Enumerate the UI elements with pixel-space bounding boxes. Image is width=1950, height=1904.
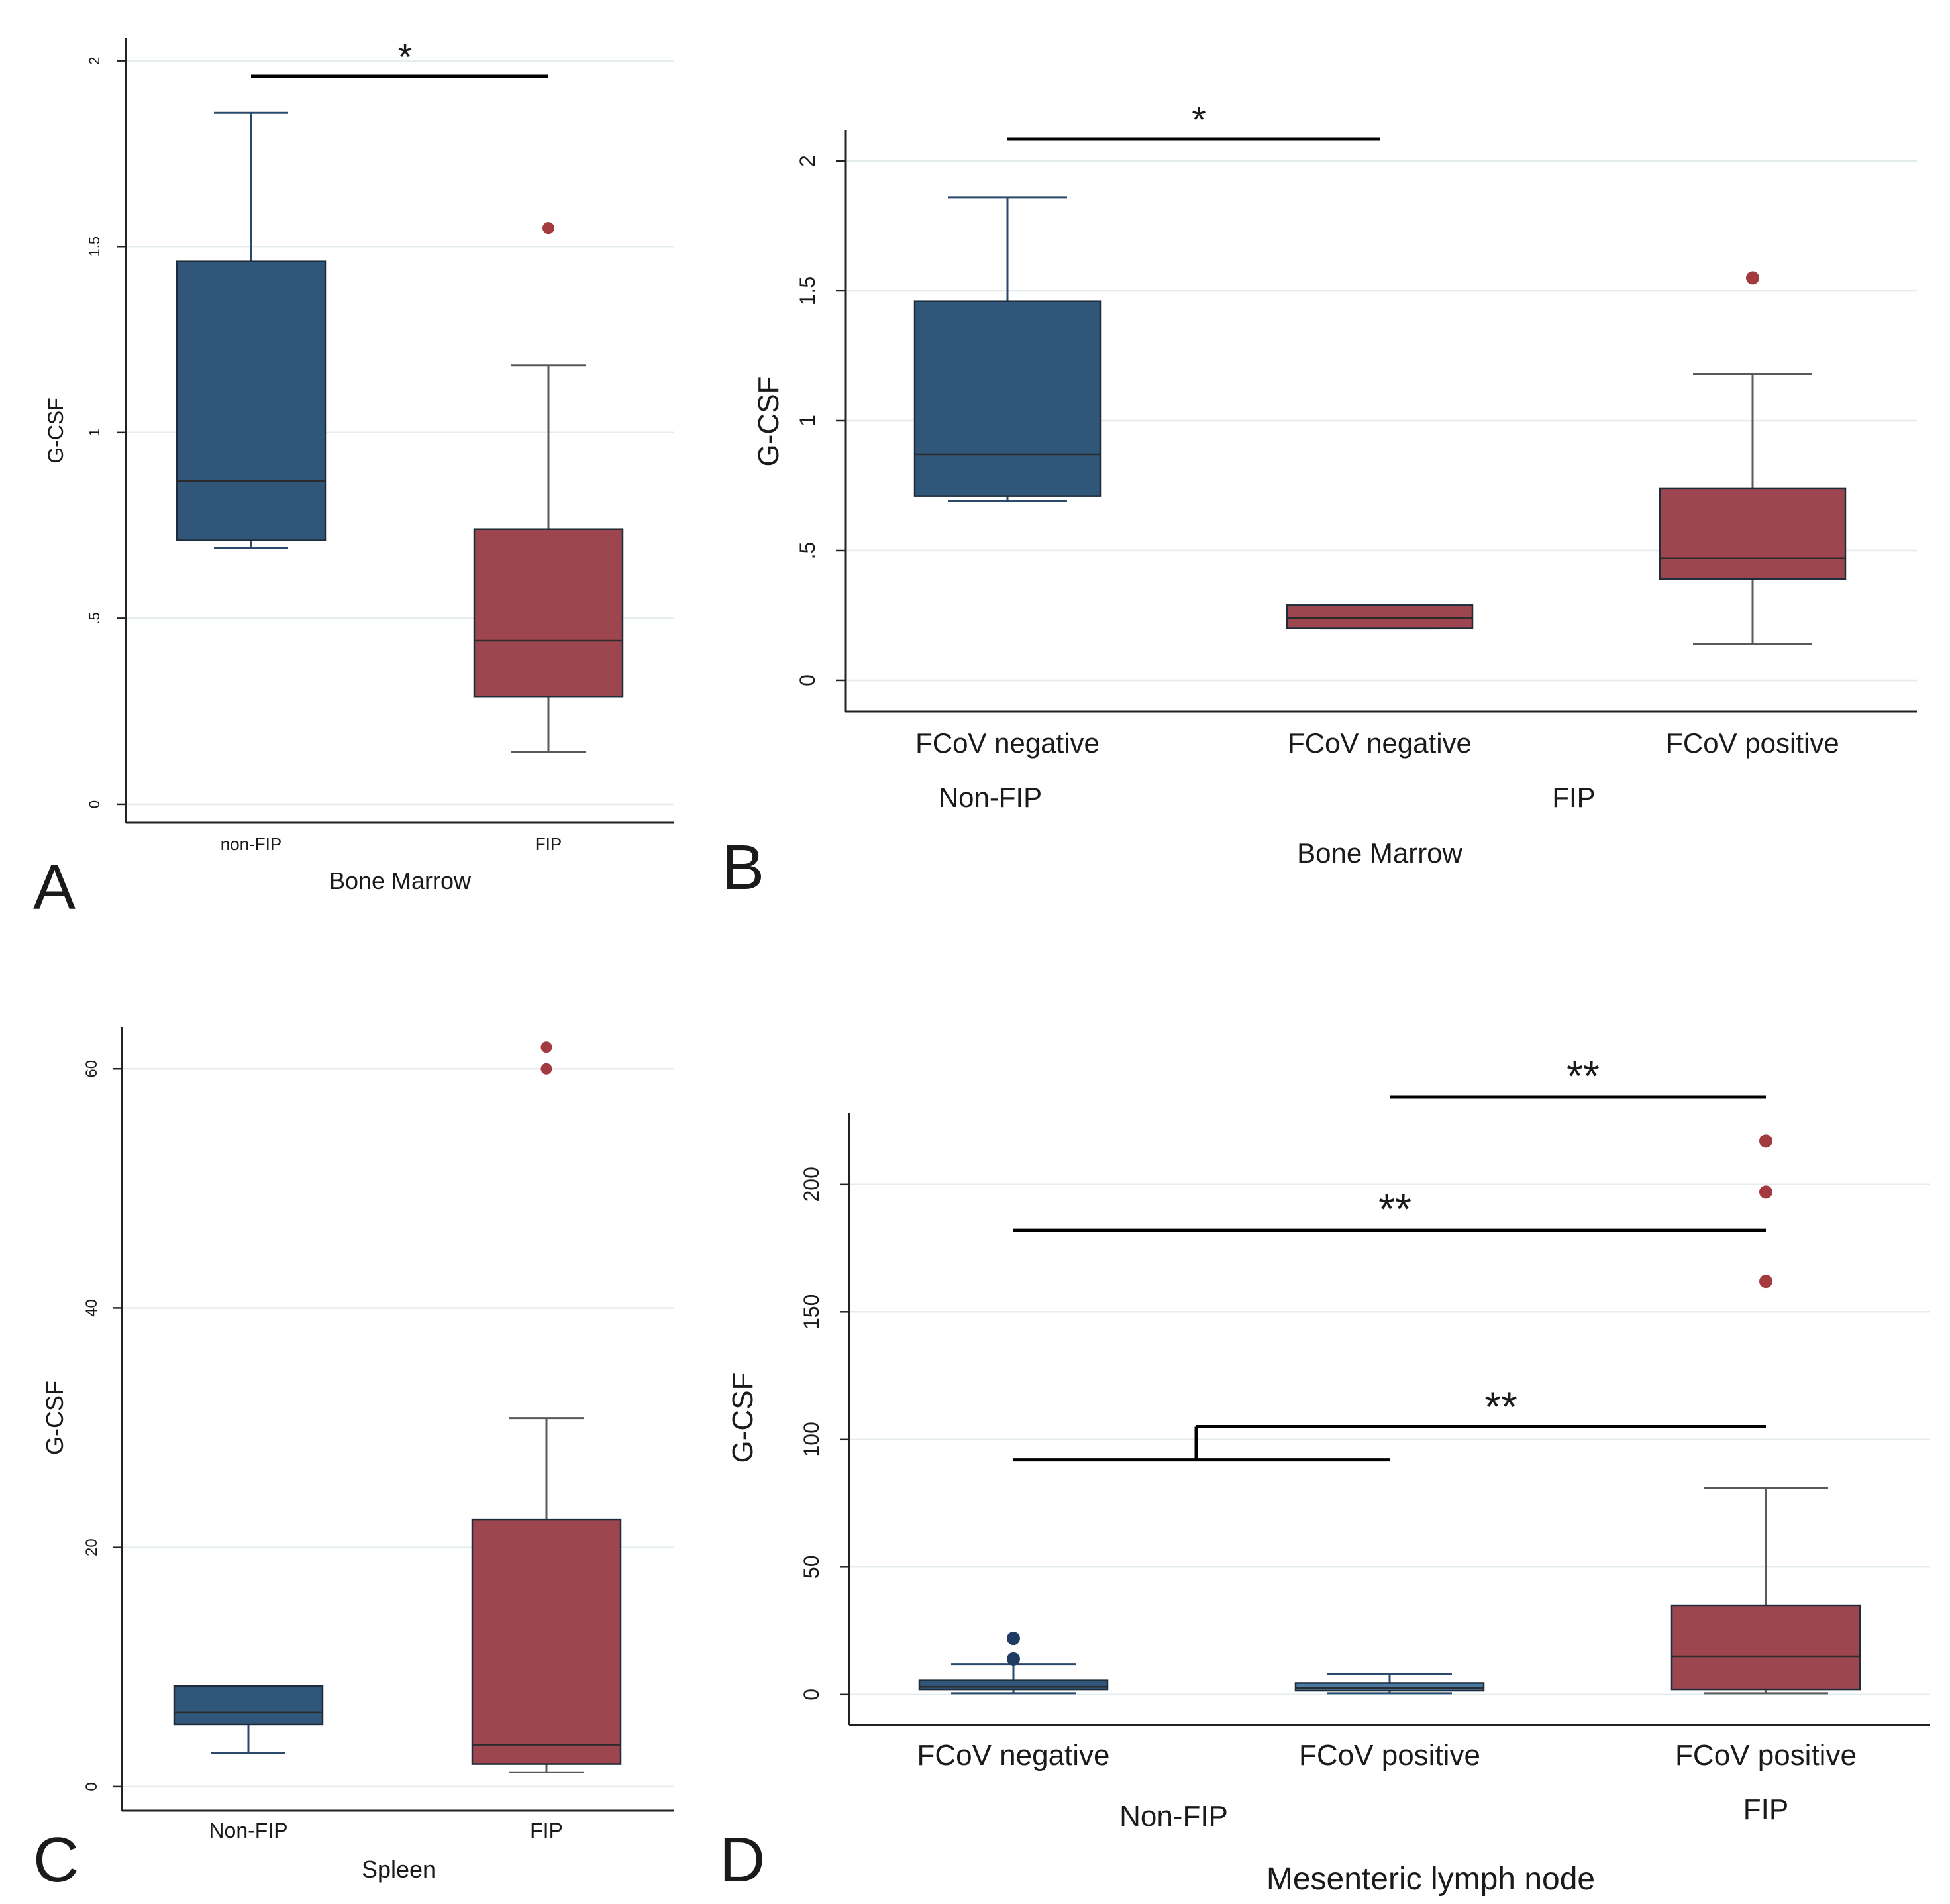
panel-letters: A B C D [33,832,765,1895]
panel-b-box [913,300,1102,497]
panel-b-y-tick-label: 0 [795,674,819,686]
panel-d-y-tick-label: 150 [799,1295,823,1330]
panel-d-significance-label: ** [1566,1052,1600,1100]
panel-d-y-tick-label: 100 [799,1422,823,1457]
panel-b-y-tick-label: .5 [795,542,819,560]
panel-b-group-label: Non-FIP [939,782,1042,813]
panel-b-x-category-label: FCoV positive [1666,727,1839,759]
panel-b-significance-label: * [1192,99,1206,140]
panel-c-y-tick-label: 60 [83,1060,101,1078]
panel-b-y-tick-label: 1.5 [795,276,819,305]
panel-letter-a: A [33,852,76,923]
panel-c-y-tick-label: 20 [83,1538,101,1556]
panel-a-y-tick-label: 1.5 [86,237,103,257]
panel-b-outlier-point [1746,271,1759,285]
panel-a-x-category-label: non-FIP [221,834,282,854]
panel-b-y-tick-label: 2 [795,155,819,167]
panel-a-x-category-label: FIP [535,834,562,854]
panel-b-y-tick-label: 1 [795,415,819,427]
panel-a-y-tick-label: .5 [86,612,103,624]
panel-c-x-category-label: FIP [530,1819,563,1842]
panel-a-outlier-point [542,222,554,235]
panel-a-y-tick-label: 2 [86,57,103,65]
panel-b-group-label: FIP [1552,782,1595,813]
panel-a-y-tick-label: 1 [86,429,103,437]
panel-a-box [473,528,624,698]
panel-a-box [176,260,327,541]
panel-d-x-category-label: FCoV positive [1675,1739,1857,1772]
panel-letter-d: D [719,1825,765,1895]
panel-c-y-tick-label: 40 [83,1299,101,1317]
panel-c-box [173,1685,324,1726]
panel-c-outlier-point [540,1063,552,1075]
panel-letter-c: C [33,1825,79,1895]
panel-d-significance-label: ** [1378,1185,1411,1233]
panel-d-y-tick-label: 0 [799,1689,823,1701]
panel-d-significance-label: ** [1484,1383,1517,1431]
panel-a-y-axis-title: G-CSF [44,397,68,464]
panel-b-box [1659,487,1847,580]
panel-c-x-axis-title: Spleen [362,1856,436,1883]
panel-d-x-axis-title: Mesenteric lymph node [1266,1862,1595,1897]
panel-d-group-label: FIP [1743,1793,1788,1826]
panel-d-x-category-label: FCoV positive [1299,1739,1480,1772]
panel-letter-b: B [722,832,764,903]
panel-d-box [1670,1604,1861,1691]
panel-c-x-category-label: Non-FIP [209,1819,287,1842]
panel-b-x-category-label: FCoV negative [915,727,1100,759]
panel-d-chart: 0 50 100 150 200 G-CSF FCoV negative FCoV posit… [727,1052,1930,1897]
panel-c-y-axis-title: G-CSF [41,1381,68,1455]
panel-c-box [471,1518,622,1765]
panel-b-x-axis-title: Bone Marrow [1297,837,1462,869]
panel-d-box [918,1679,1109,1691]
panel-c-y-tick-label: 0 [83,1782,101,1791]
panel-b-y-axis-title: G-CSF [752,376,785,467]
panel-d-y-axis-title: G-CSF [727,1373,759,1463]
panel-d-outlier-point [1759,1134,1772,1148]
panel-d-y-tick-label: 50 [799,1556,823,1579]
panel-c-chart: 0 20 40 60 G-CSF Non-FIP FIP Spleen [41,1027,674,1883]
panel-a-significance-label: * [398,36,413,78]
panel-d-y-tick-label: 200 [799,1167,823,1202]
panel-d-x-category-label: FCoV negative [917,1739,1109,1772]
panel-d-outlier-point [1759,1275,1772,1289]
panel-b-x-category-label: FCoV negative [1288,727,1472,759]
panel-a-y-tick-label: 0 [86,800,103,808]
panel-d-outlier-point [1007,1652,1020,1666]
panel-a-x-axis-title: Bone Marrow [329,867,472,894]
panel-d-group-label: Non-FIP [1119,1800,1228,1832]
panel-a-chart: 0 .5 1 1.5 2 G-CSF non-FIP FIP Bone Marrow * [44,36,674,894]
panel-d-outlier-point [1007,1632,1020,1646]
panel-b-chart: 0 .5 1 1.5 2 G-CSF FCoV negative FCoV negative F… [752,99,1917,869]
panel-b-box [1286,604,1474,629]
panel-d-box [1294,1682,1485,1692]
panel-c-outlier-point [540,1041,552,1053]
panel-d-outlier-point [1759,1185,1772,1199]
